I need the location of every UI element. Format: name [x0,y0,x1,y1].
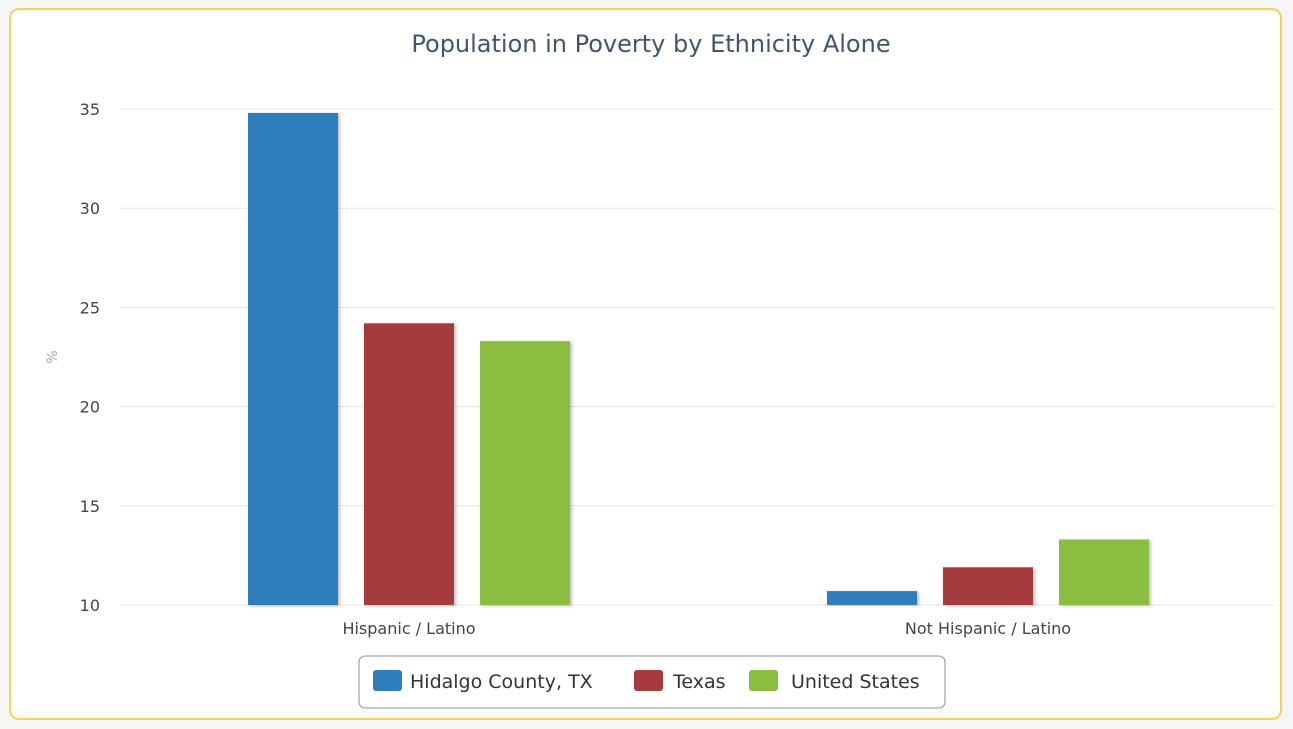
legend-swatch-hidalgo-county [373,670,402,691]
legend-label-hidalgo-county: Hidalgo County, TX [410,671,593,693]
y-tick-label: 15 [80,497,100,516]
y-tick-label: 25 [80,298,100,317]
legend-item-texas[interactable]: Texas [634,670,726,693]
legend-label-texas: Texas [672,671,726,693]
bar[interactable] [364,323,454,605]
bar[interactable] [827,591,917,605]
legend-swatch-united-states [749,670,778,691]
bar[interactable] [248,112,338,605]
y-axis-ticks: 10 15 20 25 30 35 [80,100,100,615]
x-category-label: Not Hispanic / Latino [905,619,1071,638]
y-tick-label: 35 [80,100,100,119]
legend-item-united-states[interactable]: United States [749,670,920,693]
chart-title: Population in Poverty by Ethnicity Alone [411,30,890,58]
bar[interactable] [943,567,1033,605]
legend[interactable]: Hidalgo County, TX Texas United States [358,655,946,709]
legend-label-united-states: United States [791,671,920,693]
y-tick-label: 30 [80,199,100,218]
bars [248,112,1149,605]
x-category-label: Hispanic / Latino [342,619,475,638]
y-axis-label: % [45,350,61,363]
y-tick-label: 20 [80,398,100,417]
x-axis-categories: Hispanic / Latino Not Hispanic / Latino [342,619,1071,638]
bar[interactable] [480,341,570,605]
legend-item-hidalgo-county[interactable]: Hidalgo County, TX [373,670,593,693]
bar[interactable] [1059,539,1149,605]
y-tick-label: 10 [80,596,100,615]
legend-swatch-texas [634,670,663,691]
